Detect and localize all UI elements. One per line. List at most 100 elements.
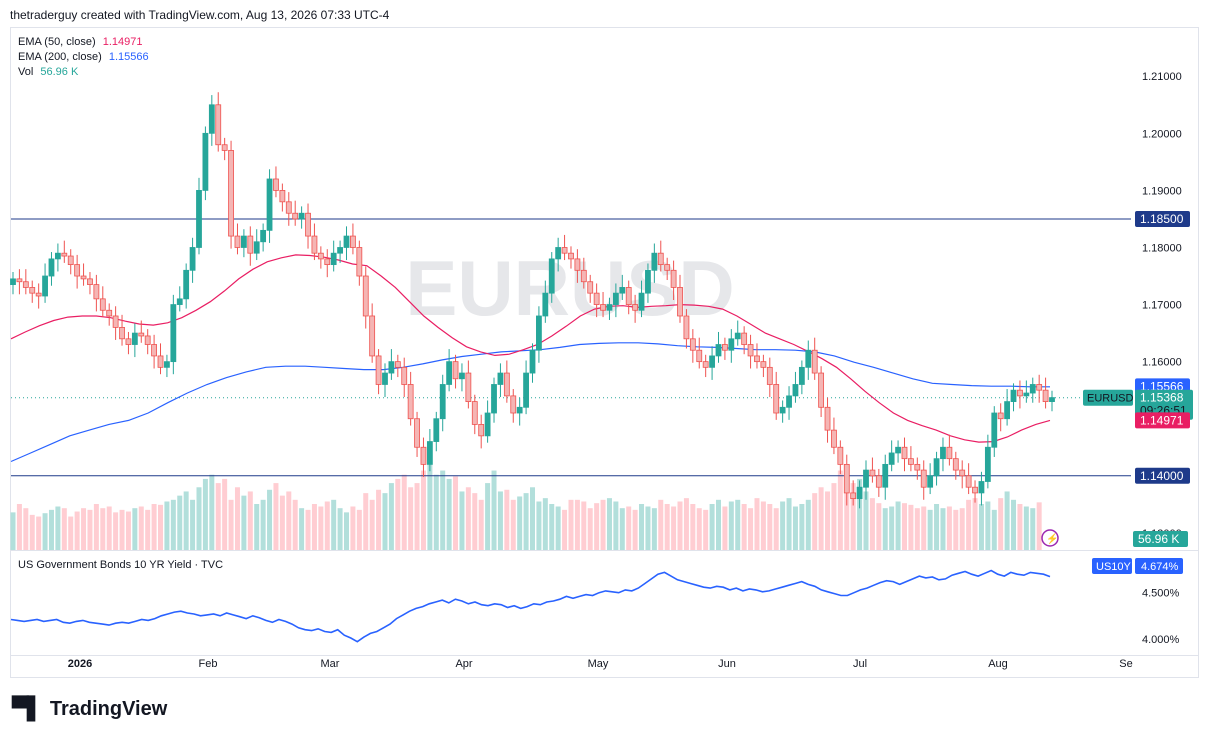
candle-body [779,406,786,414]
volume-bar [190,499,196,550]
yield-symbol-tag-bg [1092,558,1132,574]
candle-body [901,446,908,460]
price-level-label: 1.14971 [1140,413,1184,427]
candle-body [382,372,388,385]
symbol-tag-bg [1083,389,1133,406]
candle-body [888,452,895,465]
volume-bar [491,470,497,550]
candle-body [87,278,93,285]
price-level-label-bg [1135,467,1190,484]
price-axis-tick: 1.17000 [1142,300,1182,312]
volume-bar [722,506,728,550]
candle-body [895,446,901,454]
candle-body [702,361,709,368]
volume-bar [446,478,452,550]
candle-body [151,344,157,357]
volume-bar [183,491,189,550]
volume-bar [703,509,709,550]
volume-bar [465,487,471,550]
ema50-label: EMA (50, close) [18,36,96,48]
volume-bar [356,509,362,550]
lightning-alert-icon [1041,529,1059,547]
volume-bar [485,483,491,550]
candle-body [555,247,562,260]
volume-bar [376,489,382,550]
volume-bar [991,509,997,550]
candle-body [593,292,600,305]
candle-body [664,264,671,271]
candle-body [176,298,183,305]
candle-body [266,178,273,231]
candle-body [734,332,741,340]
legend-volume[interactable]: Vol 56.96 K [18,65,149,80]
volume-bar [542,498,548,550]
candle-body [677,287,683,317]
candle-body [754,355,760,363]
volume-bar [972,498,978,550]
volume-bar [773,508,779,550]
candle-body [632,304,639,311]
candle-body [946,446,953,460]
candle-body [29,287,36,294]
candle-body [253,241,260,254]
volume-bar [202,478,208,550]
volume-bar [748,508,754,550]
volume-bar [247,491,253,550]
volume-bar [61,508,67,550]
candle-body [811,349,818,374]
candle-body [362,275,369,317]
chart-frame [10,27,1199,678]
price-level-label: 1.14000 [1140,469,1184,483]
volume-bar [164,501,170,550]
candle-body [773,384,780,414]
volume-bar [222,478,228,550]
candle-body [93,284,100,300]
volume-bar [1017,504,1023,550]
volume-bar [562,509,568,550]
price-axis-tick: 1.16000 [1142,357,1182,369]
volume-bar [754,498,760,550]
legend-ema50[interactable]: EMA (50, close) 1.14971 [18,35,149,50]
volume-bar [895,501,901,550]
volume-price-label: 56.96 K [1138,532,1179,546]
yield-legend[interactable]: US Government Bonds 10 YR Yield · TVC [18,559,224,571]
candle-body [722,344,728,351]
candle-body [882,463,889,488]
volume-bar [613,501,619,550]
volume-bar [254,504,260,550]
volume-bar [786,498,792,550]
candle-body [933,458,940,477]
volume-bar [74,511,80,550]
tradingview-logo[interactable]: ▀▌ TradingView [12,697,167,722]
volume-bar [696,508,702,550]
volume-bar [414,483,420,550]
volume-bar [324,501,330,550]
last-price-label-bg [1135,389,1193,420]
volume-bar [427,458,433,550]
volume-bar [530,487,535,550]
volume-bar [632,509,638,550]
volume-bar [228,499,234,550]
volume-bar [433,474,439,550]
volume-bar [1030,508,1036,550]
yield-axis-tick: 4.000% [1142,634,1180,646]
volume-bar [741,504,747,550]
volume-bar [93,504,99,550]
candle-body [542,292,549,317]
volume-bar [671,506,677,550]
volume-bar [921,506,927,550]
candle-body [375,355,382,385]
candle-body [837,446,844,465]
candle-body [279,190,286,203]
candle-body [831,429,837,448]
time-axis-tick: Jul [853,658,867,670]
volume-bar [831,483,837,550]
volume-bar [401,474,407,550]
candle-body [356,247,363,277]
volume-bar [113,512,119,550]
legend-ema200[interactable]: EMA (200, close) 1.15566 [18,50,149,65]
candle-body [927,475,934,488]
volume-bar [664,504,670,550]
candle-body [311,235,318,254]
